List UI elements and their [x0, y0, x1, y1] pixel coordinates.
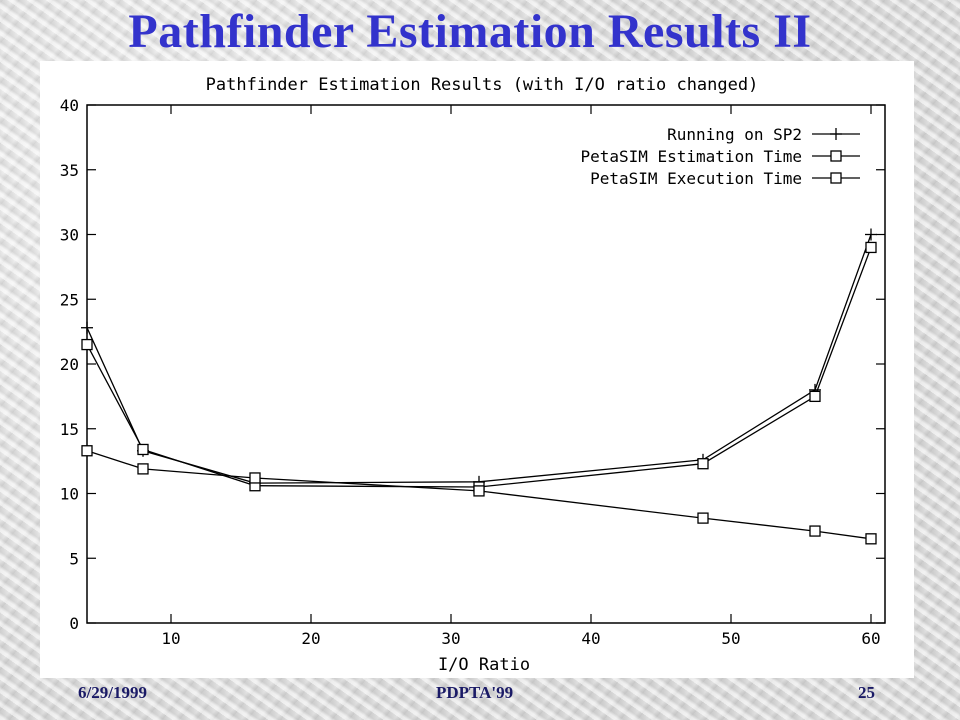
y-tick-label: 15	[60, 420, 79, 439]
data-point	[81, 445, 93, 457]
y-tick-label: 20	[60, 355, 79, 374]
y-tick-label: 40	[60, 96, 79, 115]
data-point	[137, 463, 149, 475]
footer-page-number: 25	[858, 683, 875, 702]
y-tick-label: 25	[60, 290, 79, 309]
series-1	[81, 228, 877, 490]
footer-date: 6/29/1999	[78, 683, 147, 702]
chart-title: Pathfinder Estimation Results (with I/O …	[206, 75, 759, 95]
y-tick-label: 30	[60, 226, 79, 245]
x-tick-label: 30	[441, 629, 460, 648]
series-3	[81, 445, 877, 545]
data-point	[81, 321, 93, 334]
y-tick-label: 0	[69, 614, 79, 633]
data-point	[697, 458, 709, 470]
x-axis-label: I/O Ratio	[438, 655, 530, 675]
plot-area: 0 5 10 15 20 25 30 35 40 10 20 30 40 50 60 Running on S…	[60, 96, 886, 648]
y-tick-label: 5	[69, 549, 79, 568]
chart-panel: Pathfinder Estimation Results (with I/O …	[40, 61, 914, 678]
data-point	[473, 485, 485, 497]
data-point	[865, 228, 877, 241]
legend-marker	[830, 172, 842, 184]
legend-label: Running on SP2	[667, 125, 802, 144]
legend-marker	[830, 128, 842, 140]
data-point	[809, 390, 821, 403]
data-point	[865, 241, 877, 254]
data-point	[137, 443, 149, 456]
legend-marker	[830, 150, 842, 162]
x-tick-label: 10	[161, 629, 180, 648]
line-chart: Pathfinder Estimation Results (with I/O …	[60, 75, 886, 675]
data-point	[865, 533, 877, 545]
legend: Running on SP2 PetaSIM Estimation Time Pet…	[580, 125, 860, 188]
footer-conference: PDPTA'99	[436, 683, 514, 702]
data-point	[249, 472, 261, 484]
data-point	[81, 338, 93, 351]
series-line	[86, 247, 872, 488]
x-tick-label: 20	[301, 629, 320, 648]
data-point	[697, 512, 709, 524]
y-tick-label: 10	[60, 485, 79, 504]
data-point	[809, 525, 821, 537]
legend-label: PetaSIM Estimation Time	[580, 147, 802, 166]
slide-title: Pathfinder Estimation Results II	[128, 5, 812, 58]
x-tick-label: 50	[721, 629, 740, 648]
series-line	[86, 234, 872, 484]
legend-label: PetaSIM Execution Time	[590, 169, 802, 188]
y-tick-label: 35	[60, 161, 79, 180]
series-2	[81, 241, 877, 493]
x-tick-label: 60	[861, 629, 880, 648]
x-tick-label: 40	[581, 629, 600, 648]
